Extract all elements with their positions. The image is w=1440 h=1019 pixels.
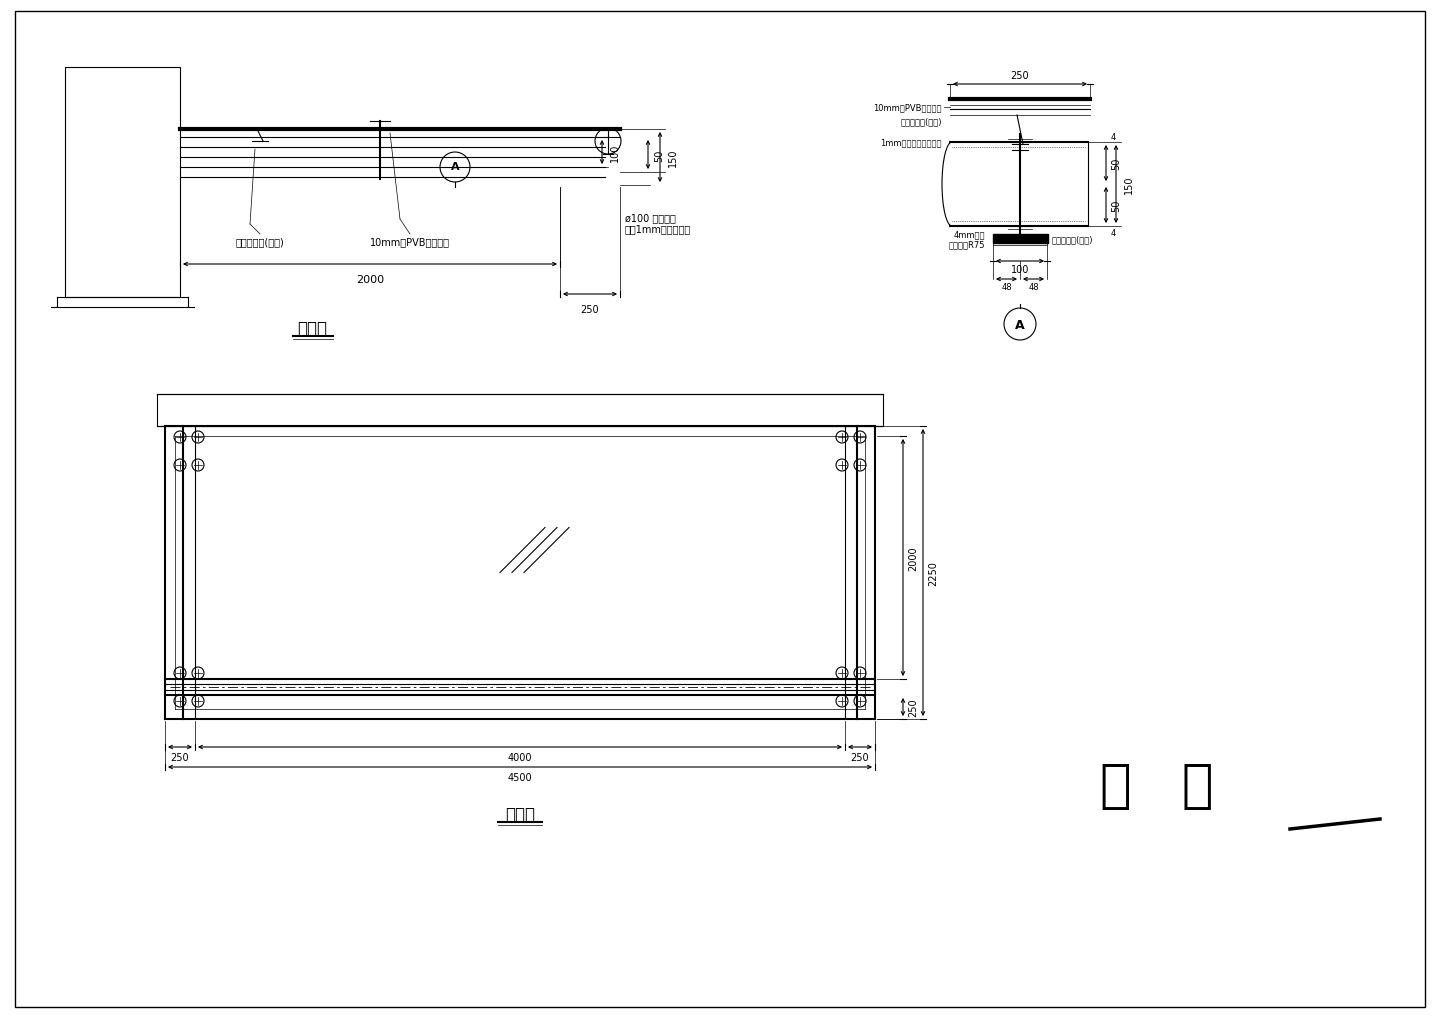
Text: 250: 250	[909, 698, 919, 716]
Bar	[65, 68, 180, 298]
Text: 250: 250	[851, 752, 870, 762]
Text: 玻璃胶密封(硅酮): 玻璃胶密封(硅酮)	[236, 236, 284, 247]
Text: 50: 50	[654, 149, 664, 162]
Text: 48: 48	[1028, 282, 1038, 291]
Text: 250: 250	[580, 305, 599, 315]
Text: 10mm厚PVB夹层玻璃: 10mm厚PVB夹层玻璃	[874, 103, 942, 112]
Text: 玻璃胶密封(硅酮): 玻璃胶密封(硅酮)	[900, 117, 942, 126]
Text: 48: 48	[1001, 282, 1012, 291]
Text: 平面图: 平面图	[505, 805, 536, 823]
Text: 4: 4	[1112, 228, 1116, 237]
Text: 100: 100	[611, 144, 621, 162]
Bar	[157, 394, 883, 427]
Text: 150: 150	[1125, 175, 1133, 194]
Text: 150: 150	[668, 149, 678, 167]
Bar	[994, 234, 1048, 244]
Text: 1mm厚不锈钢板封堵板: 1mm厚不锈钢板封堵板	[880, 139, 942, 148]
Text: 4: 4	[1112, 132, 1116, 142]
Text: 2250: 2250	[927, 560, 937, 585]
Text: A: A	[1015, 318, 1025, 331]
Text: 侧立面: 侧立面	[298, 320, 327, 337]
Text: 4000: 4000	[508, 752, 533, 762]
Text: 50: 50	[1112, 200, 1120, 212]
Text: 100: 100	[1011, 265, 1030, 275]
Text: 50: 50	[1112, 158, 1120, 170]
Bar	[157, 394, 883, 427]
Text: 硅酮密封胶(外封): 硅酮密封胶(外封)	[1053, 235, 1093, 245]
Text: 10mm厚PVB夹层玻璃: 10mm厚PVB夹层玻璃	[370, 236, 451, 247]
Bar	[65, 68, 180, 298]
Text: 250: 250	[171, 752, 189, 762]
Text: 4mm铝板
填缝宽度R75: 4mm铝板 填缝宽度R75	[949, 230, 985, 250]
Text: 2000: 2000	[909, 545, 919, 571]
Text: 250: 250	[1011, 71, 1030, 81]
Text: 2000: 2000	[356, 275, 384, 284]
Text: 4500: 4500	[508, 772, 533, 783]
Text: ø100 镀锌钢管
外套1mm厚不锈钢管: ø100 镀锌钢管 外套1mm厚不锈钢管	[625, 213, 691, 234]
Text: 方   案: 方 案	[1100, 759, 1214, 811]
Text: A: A	[451, 162, 459, 172]
